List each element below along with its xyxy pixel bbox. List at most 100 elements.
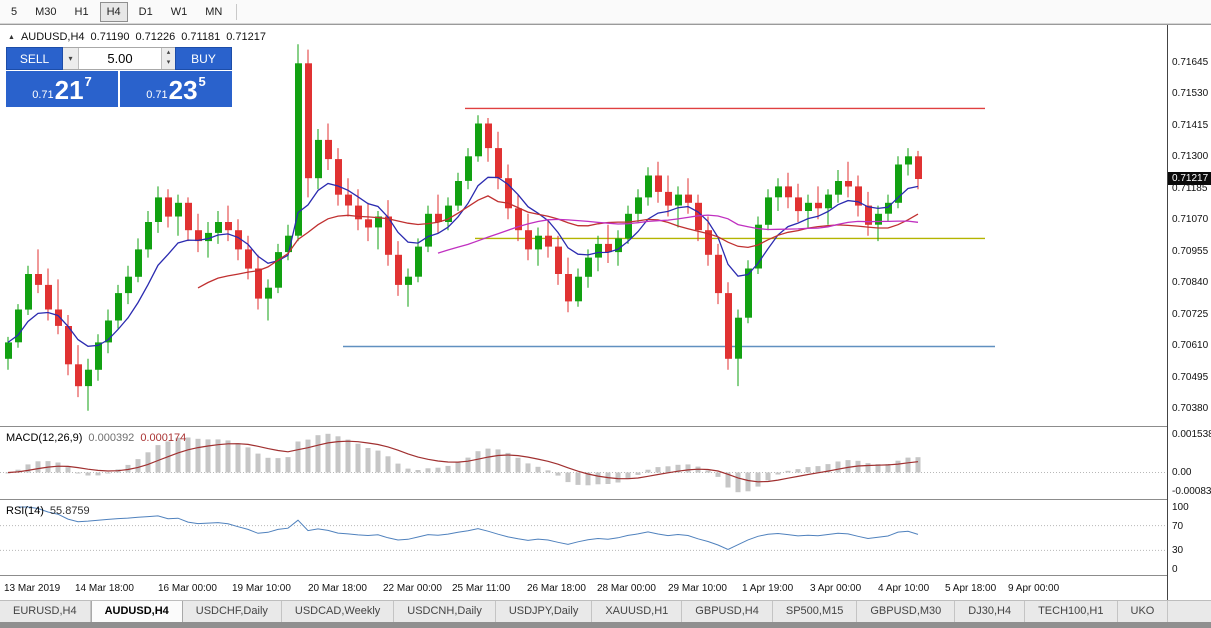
macd-signal-line <box>7 440 919 483</box>
buy-price-prefix: 0.71 <box>146 89 168 101</box>
spinner-up-icon[interactable]: ▴ <box>166 49 171 56</box>
volume-spinner[interactable]: ▴ ▾ <box>161 48 175 69</box>
timeframe-button-5[interactable]: 5 <box>11 5 18 18</box>
chart-collapse-icon[interactable]: ▲ <box>8 33 15 41</box>
volume-input[interactable]: 5.00 <box>107 51 133 66</box>
volume-dropdown-icon[interactable]: ▾ <box>63 48 79 69</box>
time-axis-label: 4 Apr 10:00 <box>878 583 930 594</box>
price-scale-label: 0.71415 <box>1172 119 1209 131</box>
volume-control[interactable]: ▾ 5.00 ▴ ▾ <box>63 47 175 70</box>
rsi-indicator-panel[interactable]: RSI(14) 55.8759 <box>0 501 1167 575</box>
time-axis-label: 14 Mar 18:00 <box>75 583 134 594</box>
moving-average-line <box>7 176 919 347</box>
timeframe-button-W1[interactable]: W1 <box>170 5 188 18</box>
price-scale-label: 0.70955 <box>1172 245 1209 257</box>
chart-tab-GBPUSD,M30[interactable]: GBPUSD,M30 <box>857 601 956 622</box>
rsi-scale-label: 70 <box>1172 520 1184 532</box>
chart-tab-AUDUSD,H4[interactable]: AUDUSD,H4 <box>90 601 183 622</box>
buy-button[interactable]: BUY <box>175 47 232 70</box>
price-scale-label: 0.71070 <box>1172 214 1209 226</box>
rsi-scale-label: 0 <box>1172 564 1178 575</box>
chart-tab-USDCAD,Weekly[interactable]: USDCAD,Weekly <box>282 601 395 622</box>
open-value: 0.71190 <box>90 31 130 43</box>
rsi-scale-label: 30 <box>1172 545 1184 557</box>
trade-controls-row: SELL ▾ 5.00 ▴ ▾ BUY <box>6 47 232 70</box>
price-scale-label: 0.70610 <box>1172 340 1209 352</box>
timeframe-button-MN[interactable]: MN <box>205 5 223 18</box>
price-scale-label: 0.71185 <box>1172 182 1208 194</box>
macd-plot <box>0 428 1167 498</box>
chart-tab-SP500,M15[interactable]: SP500,M15 <box>773 601 858 622</box>
chart-tab-EURUSD,H4[interactable]: EURUSD,H4 <box>0 601 91 622</box>
macd-scale-label: 0.00 <box>1172 467 1192 479</box>
price-scale-label: 0.70840 <box>1172 277 1209 289</box>
symbol-ohlc-line: ▲ AUDUSD,H4 0.71190 0.71226 0.71181 0.71… <box>8 31 266 43</box>
buy-price-sup: 5 <box>198 74 206 89</box>
chart-tab-UKO[interactable]: UKO <box>1118 601 1169 622</box>
chart-tab-DJ30,H4[interactable]: DJ30,H4 <box>955 601 1026 622</box>
rsi-line <box>18 506 919 551</box>
timeframe-button-M30[interactable]: M30 <box>35 5 57 18</box>
candlestick-plot[interactable] <box>0 25 1167 425</box>
sell-price[interactable]: 0.71 21 7 <box>6 71 118 107</box>
low-value: 0.71181 <box>181 31 221 43</box>
time-axis-label: 22 Mar 00:00 <box>383 583 442 594</box>
symbol-label: AUDUSD,H4 <box>20 31 85 43</box>
macd-name: MACD(12,26,9) <box>6 432 83 444</box>
price-axis[interactable]: 0.71217 0.71645 0.71530 0.71415 0.71300 0.71… <box>1167 25 1211 601</box>
time-axis-label: 25 Mar 11:00 <box>452 583 511 594</box>
chart-tabs-bar: EURUSD,H4 AUDUSD,H4 USDCHF,Daily USDCAD,Wee… <box>0 600 1211 622</box>
time-axis-label: 3 Apr 00:00 <box>810 583 862 594</box>
price-scale-label: 0.70380 <box>1172 403 1209 415</box>
price-chart-panel[interactable]: ▲ AUDUSD,H4 0.71190 0.71226 0.71181 0.71… <box>0 25 1167 425</box>
price-scale-label: 0.70495 <box>1172 371 1209 383</box>
timeframe-button-H1[interactable]: H1 <box>74 5 89 18</box>
chart-tab-USDJPY,Daily[interactable]: USDJPY,Daily <box>496 601 593 622</box>
macd-indicator-panel[interactable]: MACD(12,26,9) 0.000392 0.000174 <box>0 428 1167 498</box>
chart-tab-GBPUSD,H4[interactable]: GBPUSD,H4 <box>682 601 773 622</box>
time-axis-label: 20 Mar 18:00 <box>308 583 367 594</box>
sell-button[interactable]: SELL <box>6 47 63 70</box>
buy-price-big: 23 <box>168 75 198 105</box>
rsi-scale-label: 100 <box>1172 502 1189 513</box>
panel-separator[interactable] <box>0 426 1211 427</box>
chart-tab-TECH100,H1[interactable]: TECH100,H1 <box>1025 601 1118 622</box>
price-scale-label: 0.71645 <box>1172 56 1209 68</box>
buy-price[interactable]: 0.71 23 5 <box>120 71 232 107</box>
time-axis-label: 5 Apr 18:00 <box>945 583 997 594</box>
high-value: 0.71226 <box>135 31 176 43</box>
rsi-name: RSI(14) <box>6 505 44 517</box>
chart-tab-USDCNH,Daily[interactable]: USDCNH,Daily <box>394 601 496 622</box>
one-click-trading-panel: SELL ▾ 5.00 ▴ ▾ BUY 0.71 21 7 0.71 <box>6 47 232 107</box>
time-axis-label: 29 Mar 10:00 <box>668 583 727 594</box>
timeframe-button-H4[interactable]: H4 <box>99 1 128 22</box>
spinner-down-icon[interactable]: ▾ <box>166 59 171 66</box>
moving-average-line <box>437 214 919 254</box>
sell-price-sup: 7 <box>84 74 92 89</box>
panel-separator[interactable] <box>0 499 1211 500</box>
macd-label: MACD(12,26,9) 0.000392 0.000174 <box>6 432 186 444</box>
price-scale-label: 0.71300 <box>1172 151 1209 163</box>
trade-prices-row: 0.71 21 7 0.71 23 5 <box>6 71 232 107</box>
time-axis-label: 1 Apr 19:00 <box>742 583 794 594</box>
timeframe-button-D1[interactable]: D1 <box>138 5 153 18</box>
rsi-value: 55.8759 <box>49 505 90 517</box>
sell-price-prefix: 0.71 <box>32 89 54 101</box>
current-price-badge: 0.71217 <box>1168 172 1211 186</box>
candles-layer <box>5 44 922 411</box>
chart-tab-USDCHF,Daily[interactable]: USDCHF,Daily <box>183 601 282 622</box>
time-axis[interactable]: 13 Mar 2019 14 Mar 18:00 16 Mar 00:00 19 Ma… <box>0 575 1211 601</box>
time-axis-label: 19 Mar 10:00 <box>232 583 291 594</box>
macd-scale-label: 0.001538 <box>1172 429 1211 440</box>
sell-price-big: 21 <box>54 75 84 105</box>
chart-tab-XAUUSD,H1[interactable]: XAUUSD,H1 <box>592 601 683 622</box>
price-scale-label: 0.71530 <box>1172 88 1209 100</box>
time-axis-label: 28 Mar 00:00 <box>597 583 656 594</box>
timeframe-toolbar: 5 M30 H1 H4 D1 W1 MN <box>0 0 1211 24</box>
chart-region: ▲ AUDUSD,H4 0.71190 0.71226 0.71181 0.71… <box>0 24 1211 601</box>
macd-scale-label: -0.000835 <box>1172 486 1211 497</box>
macd-signal-value: 0.000174 <box>140 432 187 444</box>
time-axis-label: 13 Mar 2019 <box>4 583 61 594</box>
status-strip <box>0 622 1211 628</box>
